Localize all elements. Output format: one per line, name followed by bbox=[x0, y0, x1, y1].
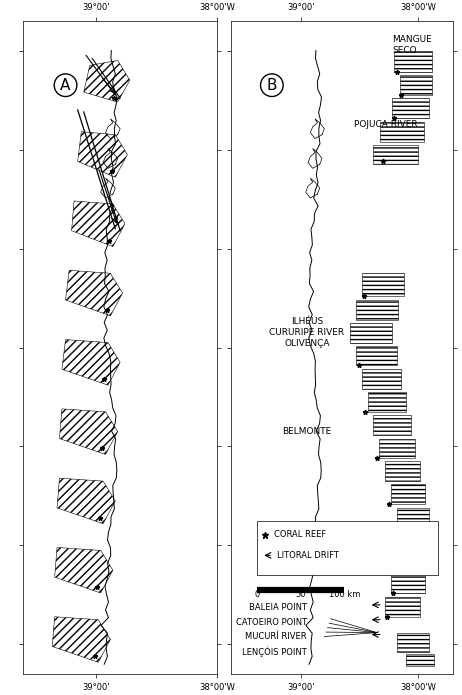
Polygon shape bbox=[57, 478, 115, 524]
Polygon shape bbox=[397, 508, 429, 528]
Polygon shape bbox=[380, 122, 424, 142]
Polygon shape bbox=[362, 273, 404, 296]
Polygon shape bbox=[373, 415, 411, 434]
Polygon shape bbox=[392, 98, 429, 118]
Text: LITORAL DRIFT: LITORAL DRIFT bbox=[277, 551, 338, 560]
Polygon shape bbox=[379, 439, 415, 459]
Polygon shape bbox=[356, 345, 397, 366]
Polygon shape bbox=[385, 597, 420, 616]
Text: CATOEIRO POINT: CATOEIRO POINT bbox=[236, 618, 307, 627]
Polygon shape bbox=[395, 51, 432, 72]
Polygon shape bbox=[385, 461, 420, 481]
Text: MUCURÍ RIVER: MUCURÍ RIVER bbox=[245, 632, 307, 641]
Text: POJUCA RIVER: POJUCA RIVER bbox=[353, 120, 417, 129]
Text: BELMONTE: BELMONTE bbox=[282, 427, 332, 436]
Polygon shape bbox=[368, 392, 406, 412]
Polygon shape bbox=[66, 270, 122, 316]
Text: ILHÉUS
CURURIPE RIVER
OLIVENÇA: ILHÉUS CURURIPE RIVER OLIVENÇA bbox=[269, 317, 345, 348]
Polygon shape bbox=[373, 145, 418, 165]
Polygon shape bbox=[84, 60, 130, 102]
Polygon shape bbox=[55, 548, 113, 593]
Polygon shape bbox=[400, 75, 432, 95]
Polygon shape bbox=[350, 322, 392, 343]
Polygon shape bbox=[78, 132, 128, 177]
Polygon shape bbox=[406, 655, 434, 667]
Text: 50: 50 bbox=[295, 590, 306, 599]
Text: 0: 0 bbox=[254, 590, 259, 599]
Polygon shape bbox=[356, 300, 398, 320]
Polygon shape bbox=[391, 570, 425, 593]
Polygon shape bbox=[62, 340, 120, 385]
Text: BALEIA POINT: BALEIA POINT bbox=[249, 603, 307, 612]
Polygon shape bbox=[362, 369, 401, 389]
Polygon shape bbox=[60, 409, 118, 455]
Polygon shape bbox=[391, 484, 425, 504]
Text: B: B bbox=[267, 78, 277, 92]
Text: CORAL REEF: CORAL REEF bbox=[274, 530, 327, 539]
Polygon shape bbox=[52, 616, 110, 662]
Text: 100 km: 100 km bbox=[328, 590, 360, 599]
Polygon shape bbox=[72, 201, 125, 247]
Text: MANGUE
SECO: MANGUE SECO bbox=[392, 35, 432, 56]
Text: A: A bbox=[61, 78, 71, 92]
Polygon shape bbox=[397, 632, 429, 653]
Text: LENÇÓIS POINT: LENÇÓIS POINT bbox=[242, 646, 307, 657]
Bar bbox=[257, 521, 438, 575]
